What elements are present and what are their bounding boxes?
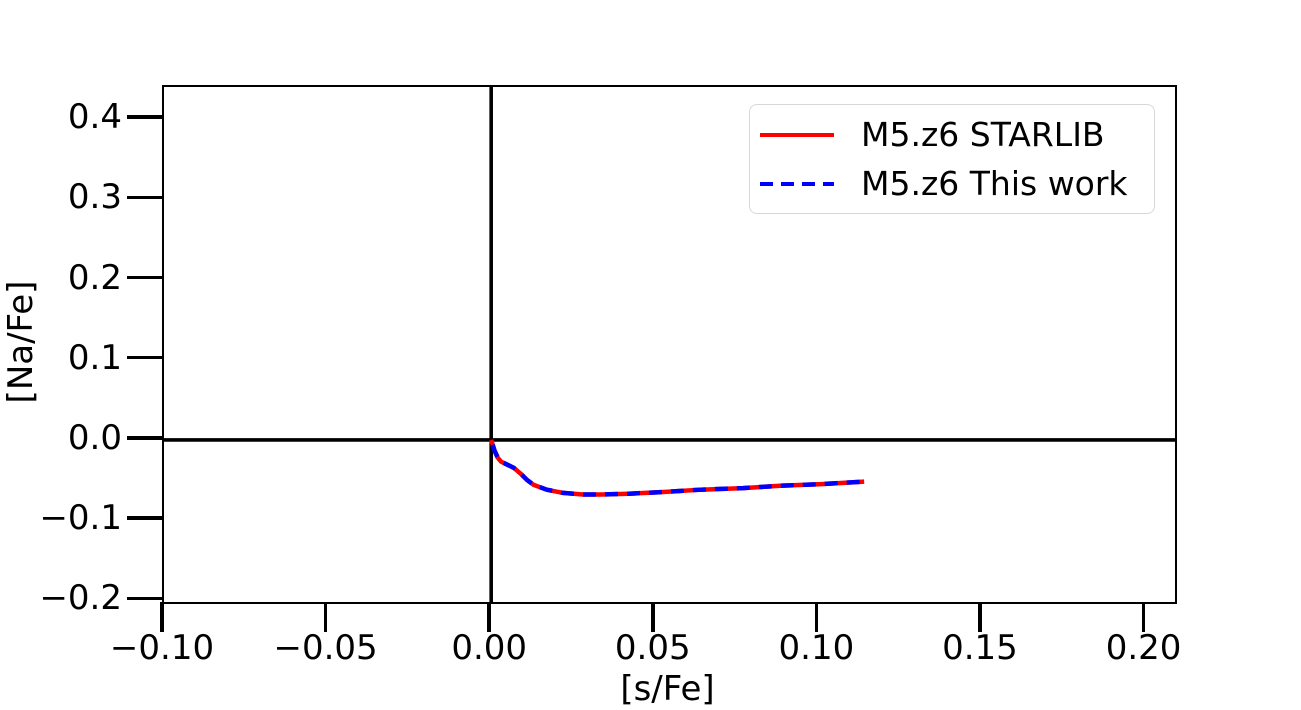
x-tick-mark [1141, 602, 1146, 632]
x-tick-label: 0.00 [451, 628, 528, 668]
x-tick-mark [814, 602, 819, 632]
y-tick-mark [127, 516, 162, 520]
y-tick-mark [127, 355, 162, 360]
series-line-0 [489, 439, 865, 497]
x-tick-label: 0.15 [942, 628, 1018, 668]
y-tick-mark [127, 436, 162, 440]
x-tick-mark [323, 602, 328, 632]
y-tick-label: −0.2 [39, 578, 122, 619]
x-tick-mark [160, 602, 164, 632]
y-tick-mark [127, 115, 162, 119]
plot-canvas [164, 87, 1175, 602]
x-tick-label: 0.20 [1105, 628, 1182, 668]
y-tick-mark [127, 195, 162, 200]
legend-solid-line-icon [760, 132, 834, 137]
x-tick-label: 0.10 [778, 628, 855, 668]
y-tick-mark [127, 275, 162, 280]
y-tick-label: 0.0 [67, 417, 122, 458]
x-tick-mark [978, 602, 982, 632]
series-line-1 [489, 439, 865, 497]
legend-label-starlib: M5.z6 STARLIB [861, 114, 1105, 154]
legend-dashed-line-icon [760, 181, 834, 186]
x-axis-label: [s/Fe] [620, 669, 715, 709]
x-tick-label: 0.05 [614, 628, 691, 668]
legend-entry-thiswork: M5.z6 This work [760, 164, 1154, 204]
x-tick-label: −0.05 [273, 628, 378, 668]
x-tick-label: −0.10 [109, 628, 215, 668]
legend-entry-starlib: M5.z6 STARLIB [760, 115, 1154, 155]
y-axis-label: [Na/Fe] [1, 280, 41, 404]
y-tick-label: 0.4 [67, 97, 122, 138]
y-tick-label: 0.1 [67, 337, 122, 378]
y-tick-label: 0.3 [67, 177, 122, 218]
x-tick-mark [487, 602, 491, 632]
y-tick-label: 0.2 [67, 257, 122, 298]
y-tick-label: −0.1 [39, 498, 122, 539]
legend-label-thiswork: M5.z6 This work [861, 163, 1128, 203]
y-tick-mark [127, 596, 162, 601]
x-tick-mark [651, 602, 655, 632]
legend: M5.z6 STARLIB M5.z6 This work [749, 104, 1155, 214]
